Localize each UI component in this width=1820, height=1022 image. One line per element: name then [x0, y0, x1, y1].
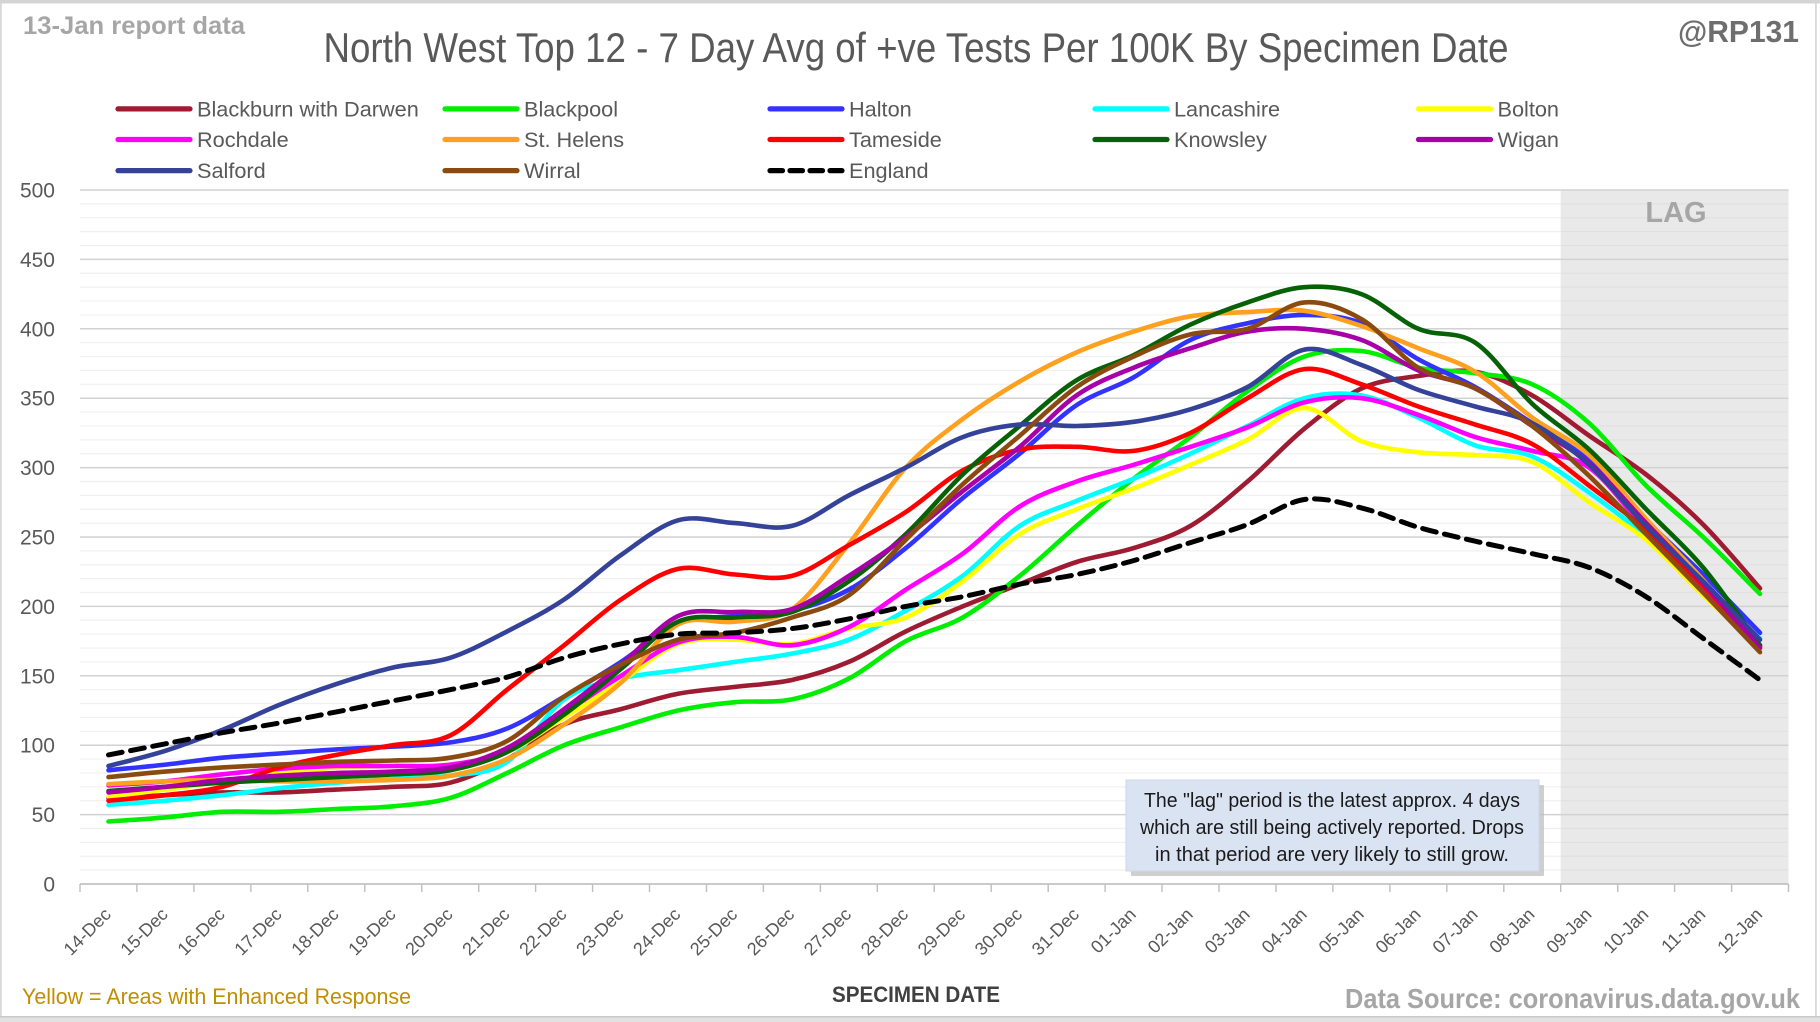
svg-text:The "lag" period is the latest: The "lag" period is the latest approx. 4…	[1144, 789, 1520, 812]
svg-text:England: England	[849, 158, 929, 183]
svg-text:which are still being actively: which are still being actively reported.…	[1139, 816, 1524, 839]
svg-text:Blackpool: Blackpool	[524, 96, 618, 121]
svg-text:Rochdale: Rochdale	[197, 127, 289, 152]
svg-text:Bolton: Bolton	[1498, 96, 1560, 121]
svg-text:300: 300	[20, 457, 55, 480]
svg-text:St. Helens: St. Helens	[524, 127, 624, 152]
svg-text:Knowsley: Knowsley	[1174, 127, 1267, 152]
svg-text:0: 0	[43, 874, 55, 897]
svg-text:in that period are very likely: in that period are very likely to still …	[1155, 843, 1509, 866]
svg-text:150: 150	[20, 665, 55, 688]
svg-text:400: 400	[20, 318, 55, 341]
svg-text:Wirral: Wirral	[524, 158, 581, 183]
svg-text:450: 450	[20, 249, 55, 272]
svg-text:250: 250	[20, 527, 55, 550]
svg-text:50: 50	[32, 804, 55, 827]
svg-text:Lancashire: Lancashire	[1174, 96, 1280, 121]
svg-text:@RP131: @RP131	[1678, 14, 1799, 49]
svg-text:500: 500	[20, 180, 55, 203]
svg-text:Blackburn with Darwen: Blackburn with Darwen	[197, 96, 419, 121]
svg-text:Salford: Salford	[197, 158, 266, 183]
svg-text:LAG: LAG	[1645, 197, 1706, 229]
svg-text:350: 350	[20, 388, 55, 411]
svg-text:Halton: Halton	[849, 96, 912, 121]
svg-text:200: 200	[20, 596, 55, 619]
svg-text:Wigan: Wigan	[1498, 127, 1559, 152]
svg-text:North West Top 12 - 7 Day Avg: North West Top 12 - 7 Day Avg of +ve Tes…	[324, 24, 1509, 71]
svg-text:Tameside: Tameside	[849, 127, 942, 152]
svg-text:13-Jan report data: 13-Jan report data	[23, 12, 246, 40]
svg-text:Yellow = Areas with Enhanced R: Yellow = Areas with Enhanced Response	[22, 984, 411, 1009]
svg-text:100: 100	[20, 735, 55, 758]
svg-text:Data Source: coronavirus.data.: Data Source: coronavirus.data.gov.uk	[1345, 983, 1800, 1014]
svg-text:SPECIMEN DATE: SPECIMEN DATE	[832, 982, 1000, 1007]
